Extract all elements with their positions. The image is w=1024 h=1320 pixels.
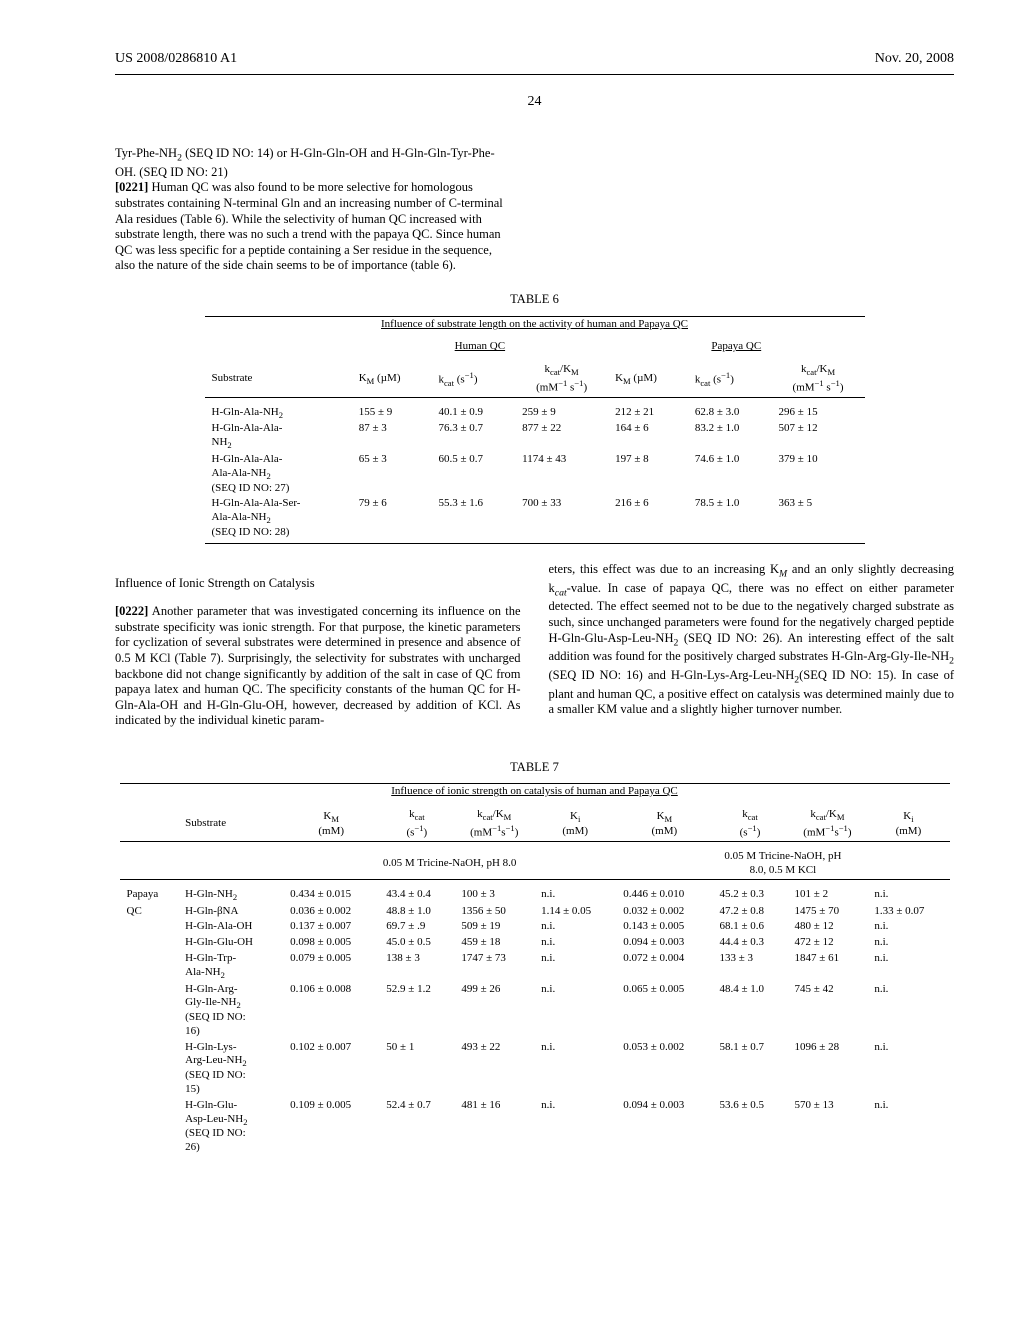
para-number-0221: [0221]: [115, 180, 148, 194]
header-rule: [115, 74, 954, 75]
substrate-cell: H-Gln-Trp-Ala-NH2: [178, 951, 283, 982]
page-number: 24: [115, 93, 954, 111]
substrate-cell: H-Gln-Arg-Gly-Ile-NH2(SEQ ID NO:16): [178, 982, 283, 1040]
right-column: eters, this effect was due to an increas…: [549, 562, 955, 742]
substrate-cell: H-Gln-Glu-OH: [178, 935, 283, 951]
substrate-cell: H-Gln-Ala-Ala-NH2: [205, 421, 352, 452]
substrate-cell: H-Gln-Ala-Ala-Ala-Ala-NH2(SEQ ID NO: 27): [205, 452, 352, 496]
left-column: Influence of Ionic Strength on Catalysis…: [115, 562, 521, 742]
substrate-cell: H-Gln-Ala-NH2: [205, 405, 352, 422]
continuation-paragraph: Tyr-Phe-NH2 (SEQ ID NO: 14) or H-Gln-Gln…: [115, 146, 513, 274]
substrate-cell: H-Gln-Glu-Asp-Leu-NH2(SEQ ID NO:26): [178, 1098, 283, 1156]
substrate-cell: H-Gln-Lys-Arg-Leu-NH2(SEQ ID NO:15): [178, 1040, 283, 1098]
table-6: TABLE 6 Influence of substrate length on…: [115, 286, 954, 544]
substrate-cell: H-Gln-NH2: [178, 887, 283, 904]
page-header: US 2008/0286810 A1 Nov. 20, 2008: [115, 50, 954, 68]
substrate-cell: H-Gln-βNA: [178, 904, 283, 920]
para-number-0222: [0222]: [115, 604, 148, 618]
table-7: TABLE 7 Influence of ionic strength on c…: [115, 754, 954, 1156]
publication-date: Nov. 20, 2008: [875, 50, 954, 68]
publication-number: US 2008/0286810 A1: [115, 50, 237, 68]
substrate-cell: H-Gln-Ala-OH: [178, 919, 283, 935]
substrate-cell: H-Gln-Ala-Ala-Ser-Ala-Ala-NH2(SEQ ID NO:…: [205, 496, 352, 540]
